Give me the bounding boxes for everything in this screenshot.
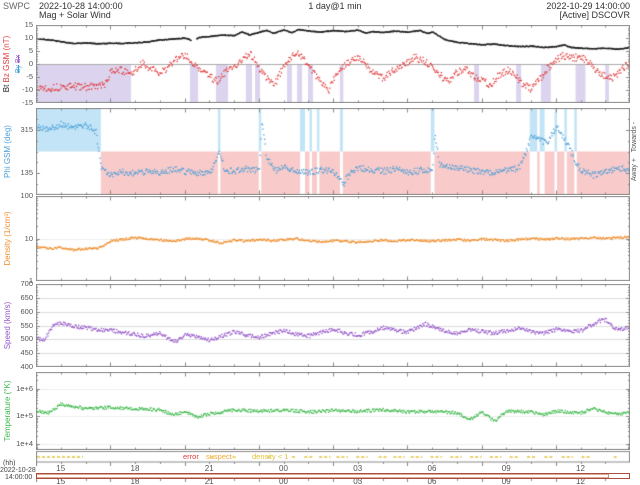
hour-label: 21 xyxy=(204,477,214,485)
lower-axis-ticks xyxy=(36,479,630,482)
phi-sector-label: Away + Towards - xyxy=(631,108,639,195)
temperature-panel xyxy=(36,372,630,450)
hh-unit-label: (hh) xyxy=(3,460,16,467)
speed-panel xyxy=(36,284,630,367)
hour-label: 12 xyxy=(576,477,585,485)
density-panel xyxy=(36,196,630,281)
phi-gsm-panel xyxy=(36,108,630,195)
hour-label: 15 xyxy=(56,477,66,485)
bottom-date-label: 2022-10-28 xyxy=(0,467,36,474)
towards-label: Towards - xyxy=(631,121,638,153)
hour-label: 03 xyxy=(353,464,363,473)
y-tick-label: 15 xyxy=(24,20,33,29)
y-tick-label: -15 xyxy=(22,98,33,107)
y-tick-label: 450 xyxy=(20,348,33,358)
mag-bt-bz-panel xyxy=(36,25,630,103)
y-tick-label: 10 xyxy=(24,233,33,243)
hour-label: 06 xyxy=(427,464,437,473)
y-tick-label: 1e+5 xyxy=(16,411,33,421)
hour-label: 03 xyxy=(353,477,363,485)
plot-type-label: Mag + Solar Wind xyxy=(39,10,111,20)
coverage-bar xyxy=(36,473,630,479)
y-tick-label: 135 xyxy=(20,168,33,178)
flag-suspect-label: suspect xyxy=(206,452,232,461)
flag-density-label: density < 1 xyxy=(252,452,289,461)
status-label: [Active] DSCOVR xyxy=(559,10,630,20)
y-tick-label: 600 xyxy=(20,306,33,316)
y-tick-label: 550 xyxy=(20,320,33,330)
bottom-time-label: 14:00:00 xyxy=(5,474,33,481)
y-tick-label: 1e+4 xyxy=(16,438,33,448)
end-time-label: 2022-10-29 14:00:00 xyxy=(546,1,630,11)
start-time-label: 2022-10-28 14:00:00 xyxy=(39,1,123,11)
y-tick-label: 700 xyxy=(20,279,33,288)
y-tick-label: 650 xyxy=(20,292,33,302)
y-tick-label: -5 xyxy=(26,72,33,81)
hour-label: 00 xyxy=(279,477,288,485)
y-tick-label: 10 xyxy=(24,33,33,42)
y-tick-label: 5 xyxy=(28,46,33,55)
resolution-label: 1 day@1 min xyxy=(308,1,362,11)
y-tick-label: 400 xyxy=(20,362,33,371)
hour-label: 18 xyxy=(130,477,140,485)
coverage-bar-fill xyxy=(37,474,609,478)
y-tick-label: 0 xyxy=(28,59,33,68)
hour-label: 21 xyxy=(204,464,214,473)
hour-label: 06 xyxy=(427,477,437,485)
hour-label: 18 xyxy=(130,464,140,473)
y-tick-label: 315 xyxy=(20,124,33,134)
hour-label: 00 xyxy=(279,464,288,473)
hour-label: 09 xyxy=(501,477,511,485)
flag-error-label: error xyxy=(183,452,199,461)
y-tick-label: 500 xyxy=(20,334,33,344)
hour-label: 15 xyxy=(56,464,66,473)
phi-axis-label: Phi GSM (deg) xyxy=(3,125,12,178)
y-tick-label: 100 xyxy=(20,191,33,200)
y-tick-label: 1 xyxy=(28,276,33,285)
hour-label: 09 xyxy=(501,464,511,473)
y-tick-label: 1e+6 xyxy=(16,383,33,393)
flag-strip-panel xyxy=(36,450,630,466)
y-tick-label: -10 xyxy=(22,85,33,94)
source-label: SWPC xyxy=(3,1,30,11)
hour-label: 12 xyxy=(576,464,585,473)
away-label: Away + xyxy=(631,158,638,182)
